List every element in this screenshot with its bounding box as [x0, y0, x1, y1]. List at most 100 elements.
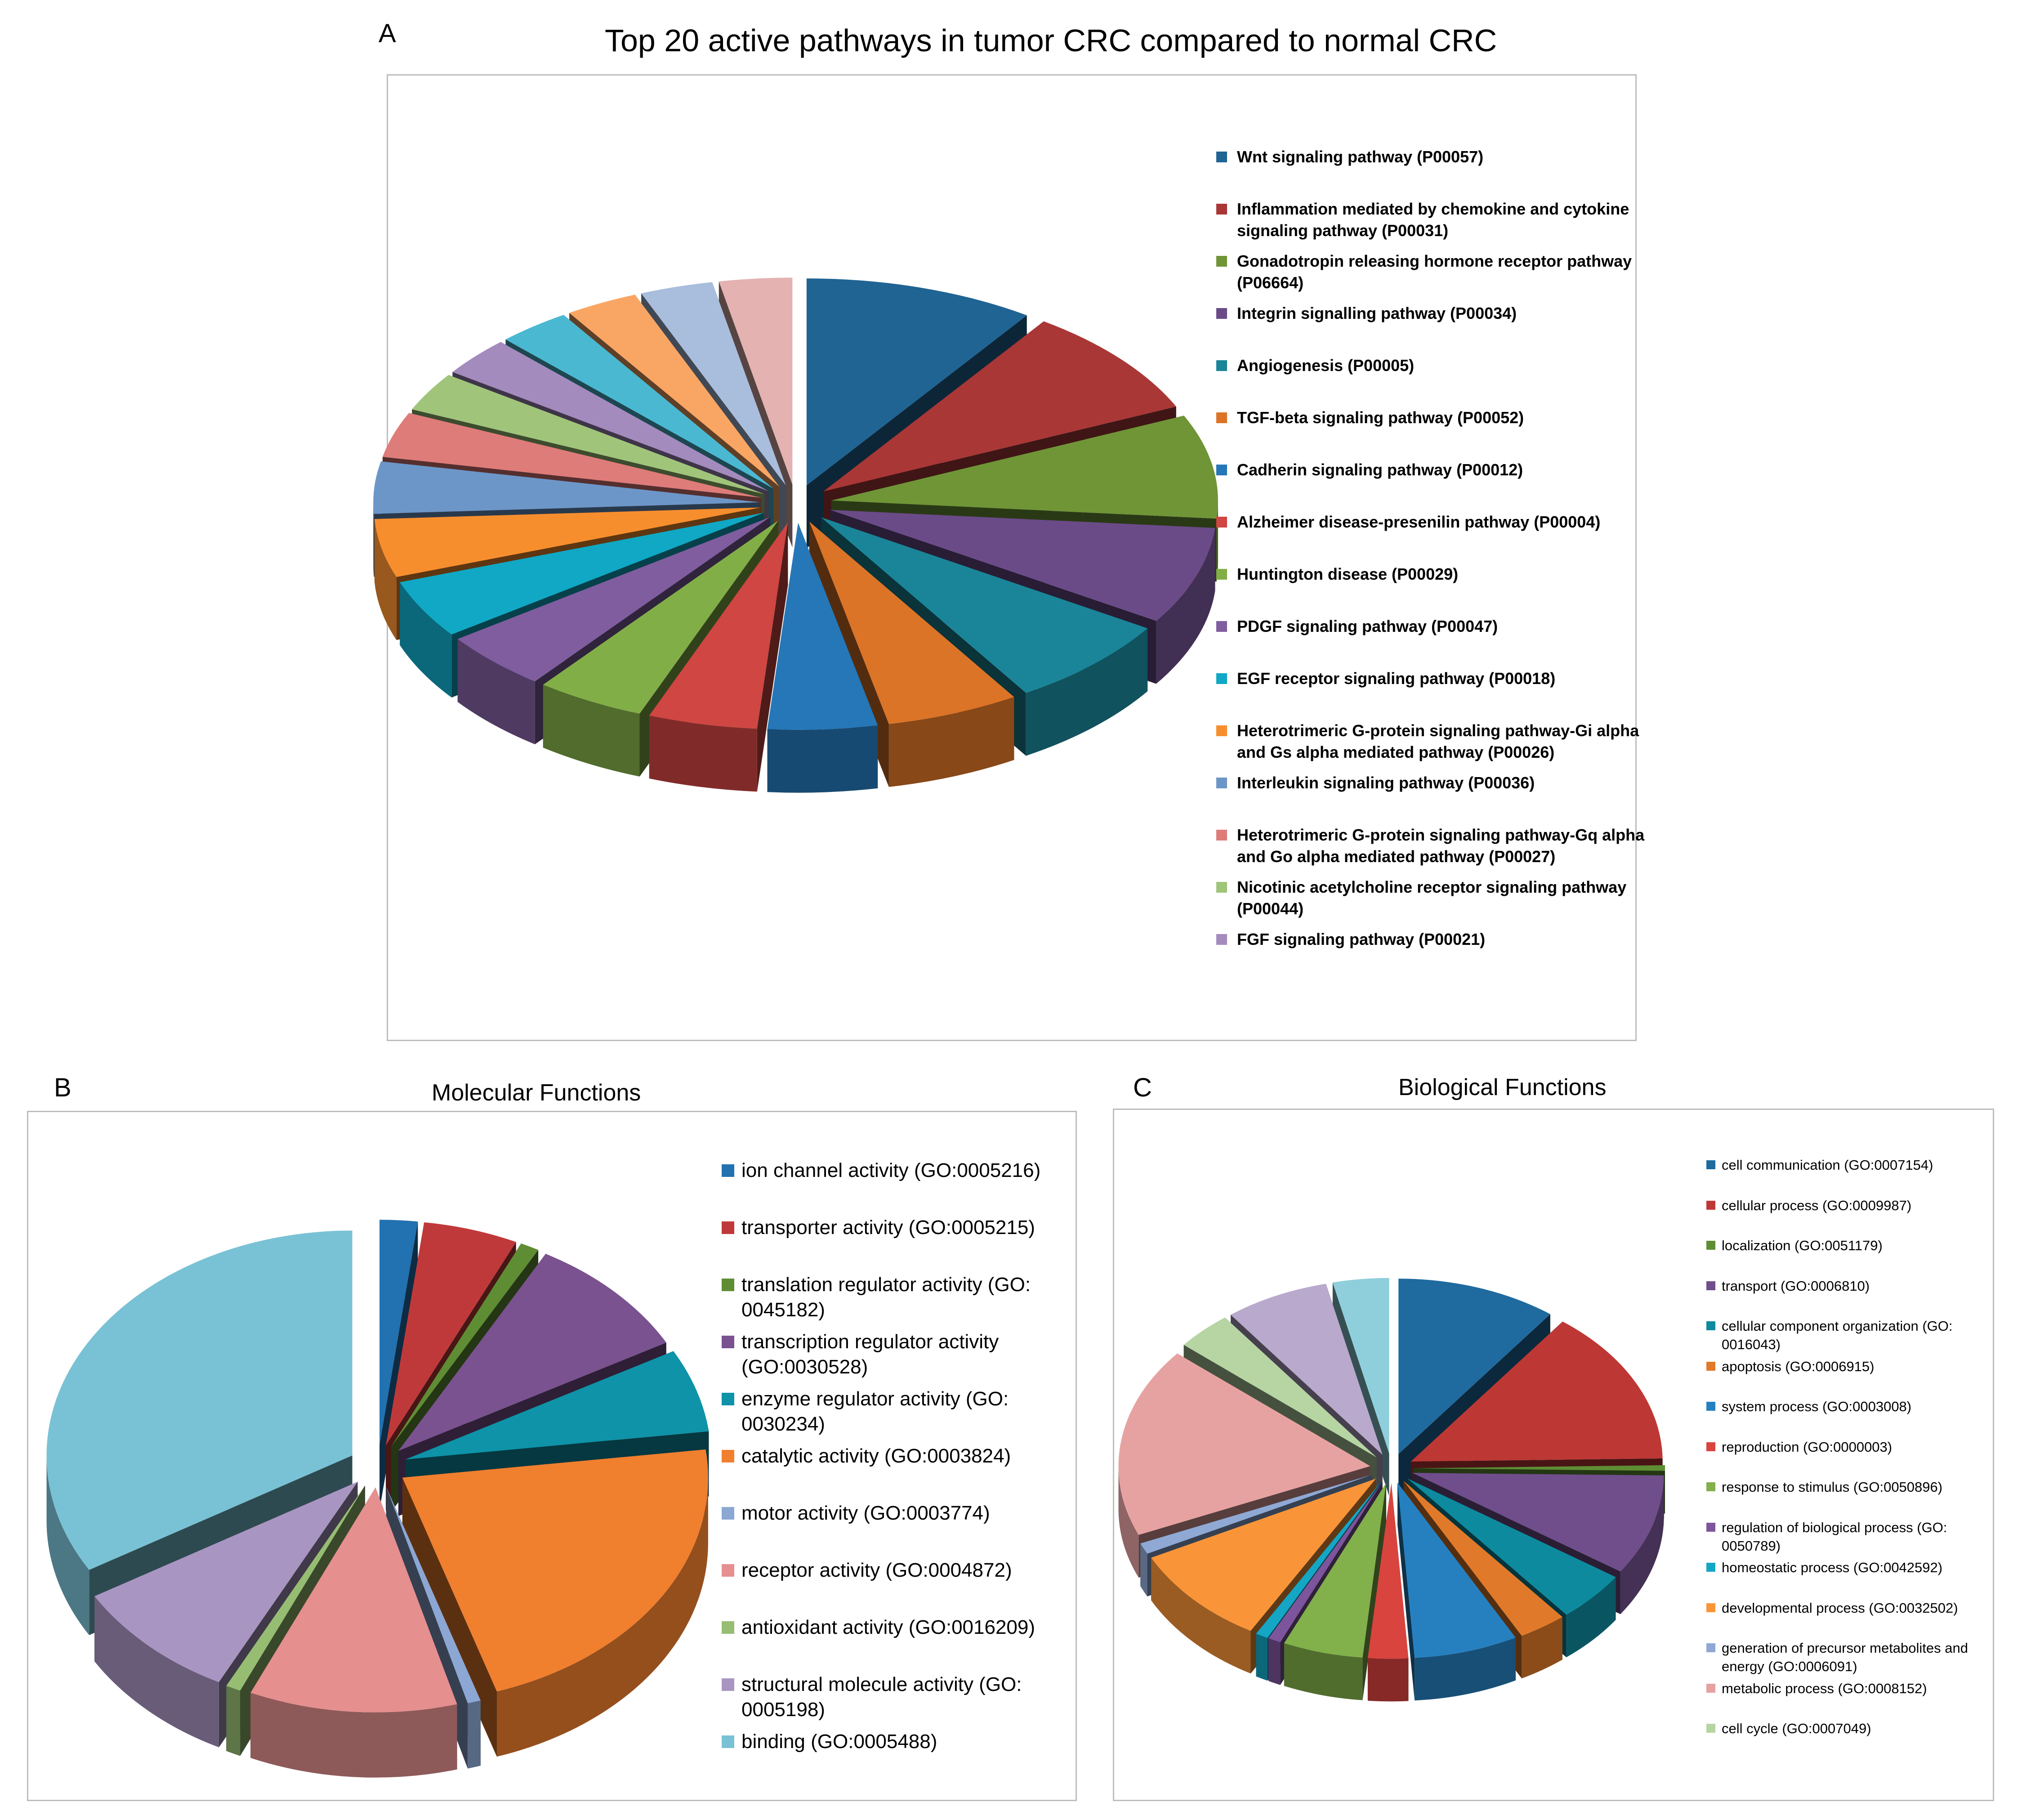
chart-b-legend-entry-5: enzyme regulator activity (GO: 0030234) [722, 1386, 1083, 1437]
chart-a-legend-swatch-4 [1216, 308, 1227, 319]
chart-a-legend-entry-5: Angiogenesis (P00005) [1216, 355, 1651, 376]
chart-b-slice-8-rim-1 [250, 1693, 457, 1778]
chart-a-legend-label-6: TGF-beta signaling pathway (P00052) [1237, 408, 1524, 427]
chart-c-legend-entry-12: developmental process (GO:0032502) [1706, 1599, 2005, 1617]
chart-a-slice-13-rim-1 [373, 502, 374, 577]
chart-a-slice-8-top [649, 522, 788, 729]
chart-c-legend-label-8: reproduction (GO:0000003) [1722, 1439, 1893, 1455]
chart-b-slice-1-top [379, 1220, 418, 1445]
chart-c-legend-label-3: localization (GO:0051179) [1722, 1238, 1883, 1253]
chart-b-legend-label-11: binding (GO:0005488) [741, 1731, 937, 1753]
chart-b-legend-label-3: translation regulator activity (GO: 0045… [741, 1274, 1031, 1321]
chart-b-slice-11-rim-1 [46, 1455, 89, 1635]
chart-b-slice-6 [402, 1449, 708, 1757]
chart-a-slice-4-top [830, 510, 1215, 621]
chart-a-legend-swatch-1 [1216, 152, 1227, 162]
chart-b-legend-swatch-9 [722, 1621, 734, 1634]
chart-c-slice-17-top [1332, 1278, 1389, 1453]
panel-label-a: A [379, 19, 396, 48]
chart-a-legend-label-1: Wnt signaling pathway (P00057) [1237, 148, 1484, 166]
chart-b-legend-swatch-8 [722, 1564, 734, 1577]
chart-c-legend-entry-3: localization (GO:0051179) [1706, 1236, 2005, 1255]
chart-a-slice-10-rim-1 [457, 639, 535, 745]
chart-a-legend-swatch-14 [1216, 830, 1227, 841]
chart-c-slice-11-top [1256, 1481, 1382, 1638]
chart-a-legend-swatch-6 [1216, 412, 1227, 423]
chart-c-legend-swatch-6 [1706, 1361, 1715, 1371]
chart-b-legend-label-5: enzyme regulator activity (GO: 0030234) [741, 1388, 1009, 1435]
chart-a-legend-entry-12: Heterotrimeric G-protein signaling pathw… [1216, 720, 1651, 763]
chart-c-legend-entry-14: metabolic process (GO:0008152) [1706, 1679, 2005, 1698]
chart-b-legend-swatch-5 [722, 1393, 734, 1405]
chart-c-legend-swatch-10 [1706, 1522, 1715, 1532]
chart-c-legend-label-13: generation of precursor metabolites and … [1722, 1640, 1968, 1674]
chart-b-legend-swatch-11 [722, 1735, 734, 1748]
chart-b-slice-6-top [402, 1449, 708, 1692]
chart-a-legend-label-15: Nicotinic acetylcholine receptor signali… [1237, 878, 1627, 918]
chart-c-slice-9-cut-1 [1362, 1483, 1386, 1700]
chart-a-slice-7-rim-1 [767, 725, 878, 793]
chart-b-legend-entry-6: catalytic activity (GO:0003824) [722, 1444, 1083, 1469]
chart-b-legend-label-8: receptor activity (GO:0004872) [741, 1559, 1012, 1581]
chart-a-slice-13-top [373, 461, 760, 514]
chart-b-legend-swatch-6 [722, 1450, 734, 1462]
chart-b-legend-entry-3: translation regulator activity (GO: 0045… [722, 1272, 1083, 1323]
chart-b-legend-label-6: catalytic activity (GO:0003824) [741, 1445, 1011, 1467]
chart-a-slice-7-top [767, 523, 878, 730]
chart-b-legend-swatch-4 [722, 1336, 734, 1348]
chart-a-legend-label-10: PDGF signaling pathway (P00047) [1237, 617, 1498, 635]
chart-a-legend-swatch-10 [1216, 621, 1227, 632]
chart-c-slice-11-rim-1 [1256, 1633, 1268, 1681]
chart-c-legend-label-12: developmental process (GO:0032502) [1722, 1600, 1958, 1616]
chart-a-title: Top 20 active pathways in tumor CRC comp… [605, 23, 1497, 58]
chart-c-slice-7-top [1397, 1483, 1516, 1658]
chart-c-slice-9-rim-1 [1284, 1643, 1363, 1700]
chart-c-legend-entry-11: homeostatic process (GO:0042592) [1706, 1558, 2005, 1577]
chart-a-slice-2-top [823, 321, 1176, 492]
chart-c-legend-swatch-13 [1706, 1643, 1715, 1652]
chart-b-slice-3-top [391, 1243, 539, 1447]
chart-a-legend-label-5: Angiogenesis (P00005) [1237, 356, 1415, 375]
chart-a-slice-3-top [831, 416, 1218, 519]
chart-c-legend-swatch-2 [1706, 1200, 1715, 1210]
panel-label-b: B [54, 1073, 71, 1102]
chart-b-legend-swatch-1 [722, 1164, 734, 1177]
chart-a-legend-label-9: Huntington disease (P00029) [1237, 565, 1459, 583]
chart-c-legend-swatch-1 [1706, 1160, 1715, 1169]
chart-a-slice-11-rim-1 [400, 582, 452, 698]
chart-c-legend-entry-1: cell communication (GO:0007154) [1706, 1156, 2005, 1174]
chart-c-slice-10-rim-1 [1268, 1638, 1281, 1685]
chart-b-legend-entry-7: motor activity (GO:0003774) [722, 1501, 1083, 1526]
chart-b-legend-entry-1: ion channel activity (GO:0005216) [722, 1158, 1083, 1183]
chart-b-legend-entry-8: receptor activity (GO:0004872) [722, 1558, 1083, 1583]
chart-b-legend-entry-10: structural molecule activity (GO: 000519… [722, 1672, 1083, 1722]
chart-c-legend-label-11: homeostatic process (GO:0042592) [1722, 1560, 1943, 1575]
chart-b-legend-swatch-7 [722, 1507, 734, 1520]
chart-a-legend-swatch-15 [1216, 882, 1227, 893]
chart-b-legend-label-7: motor activity (GO:0003774) [741, 1502, 990, 1524]
chart-a-legend-entry-7: Cadherin signaling pathway (P00012) [1216, 459, 1651, 481]
chart-a-slice-9-rim-1 [543, 684, 640, 777]
chart-c-legend-swatch-4 [1706, 1281, 1715, 1290]
chart-a-legend-entry-4: Integrin signalling pathway (P00034) [1216, 303, 1651, 324]
chart-c-legend-swatch-3 [1706, 1241, 1715, 1250]
chart-c-slice-8-top [1367, 1483, 1409, 1659]
chart-c-legend-label-5: cellular component organization (GO: 001… [1722, 1318, 1953, 1352]
chart-a-legend-label-11: EGF receptor signaling pathway (P00018) [1237, 669, 1556, 688]
chart-a-slice-6-rim-1 [888, 697, 1014, 787]
chart-b-legend-label-9: antioxidant activity (GO:0016209) [741, 1616, 1036, 1638]
chart-c-slice-14-top [1118, 1353, 1370, 1535]
chart-c-slice-8 [1367, 1483, 1409, 1702]
chart-a-slice-6-top [809, 521, 1014, 724]
chart-b-slice-7-top [386, 1486, 481, 1704]
chart-b-legend-label-2: transporter activity (GO:0005215) [741, 1216, 1035, 1239]
chart-c-slice-7 [1397, 1483, 1516, 1701]
chart-b-slice-7-rim-1 [468, 1700, 481, 1769]
chart-c-title: Biological Functions [1398, 1074, 1607, 1100]
chart-c-legend-label-10: regulation of biological process (GO: 00… [1722, 1519, 1947, 1554]
chart-c-legend-swatch-12 [1706, 1603, 1715, 1612]
chart-c-legend-entry-4: transport (GO:0006810) [1706, 1277, 2005, 1295]
